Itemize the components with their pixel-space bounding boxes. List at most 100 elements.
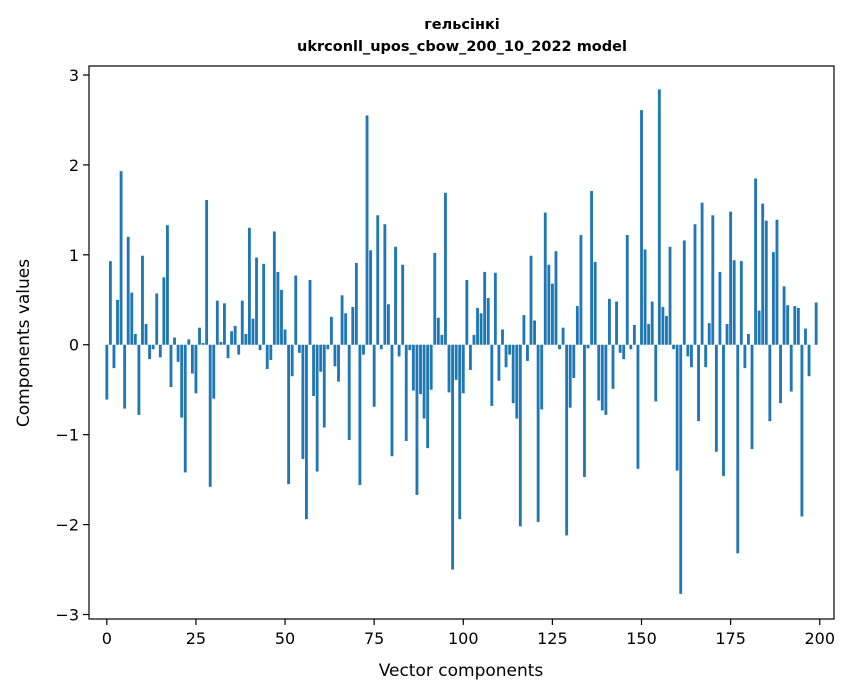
bar (155, 293, 159, 345)
bar (629, 344, 633, 350)
bar (789, 344, 793, 392)
bar (754, 178, 757, 345)
bar (796, 307, 800, 345)
bar (739, 261, 743, 345)
bar (226, 344, 230, 359)
bar (597, 344, 601, 401)
bar (305, 344, 308, 520)
bar (747, 333, 750, 345)
bar (686, 344, 690, 357)
bar (401, 264, 405, 345)
y-tick-label: 1 (69, 246, 79, 265)
bar (240, 300, 244, 345)
y-tick-label: −1 (55, 426, 79, 445)
bar (757, 310, 761, 345)
y-tick-label: 3 (69, 66, 79, 85)
bar (447, 344, 451, 393)
x-tick-label: 75 (364, 629, 384, 648)
bar (244, 333, 248, 345)
bar (365, 115, 369, 345)
bar (640, 110, 643, 345)
bar (247, 227, 251, 345)
bar (586, 344, 590, 349)
bar (419, 344, 422, 395)
bar (679, 344, 683, 594)
bar (565, 344, 569, 536)
bar (632, 324, 636, 345)
bar (493, 272, 497, 345)
bar (697, 344, 700, 422)
bar (387, 304, 390, 345)
bar (615, 301, 618, 345)
bar (540, 344, 544, 410)
bar (383, 224, 387, 345)
bar (672, 344, 676, 350)
bar (725, 324, 729, 345)
bar (444, 192, 447, 345)
bar (689, 344, 693, 368)
bar (344, 313, 348, 345)
bar (590, 190, 594, 345)
bar (183, 344, 187, 473)
bar (515, 344, 519, 419)
bar (119, 171, 123, 345)
y-tick-label: 2 (69, 156, 79, 175)
bar (736, 344, 740, 554)
bar (771, 252, 775, 345)
bar (190, 344, 194, 374)
x-tick-label: 0 (102, 629, 112, 648)
bar (315, 344, 319, 472)
bar (750, 344, 754, 450)
bar (522, 315, 526, 345)
y-ticks-group: −3 −2 −1 0 1 2 3 (55, 66, 89, 625)
bar (454, 344, 458, 380)
bar (536, 344, 540, 522)
bar (333, 344, 337, 367)
bar (490, 344, 494, 406)
bar (714, 344, 718, 452)
bar (340, 295, 344, 345)
bar (657, 89, 661, 345)
bar (436, 317, 440, 345)
bar (526, 344, 529, 361)
bar (433, 253, 437, 345)
bar (394, 246, 397, 345)
bar (693, 224, 697, 345)
bar (511, 344, 515, 404)
y-tick-label: −3 (55, 606, 79, 625)
bar (126, 236, 130, 345)
bar (166, 225, 169, 345)
bar (187, 339, 191, 345)
bar (604, 344, 608, 415)
bar (625, 235, 629, 345)
bar (116, 299, 119, 345)
bar (458, 344, 462, 520)
bar (208, 344, 212, 487)
bar (529, 255, 533, 345)
bar (533, 320, 536, 345)
bar (483, 271, 487, 345)
bar (105, 344, 109, 400)
bar (465, 280, 469, 345)
bar (508, 344, 512, 355)
bar (312, 344, 315, 396)
bar (782, 286, 786, 345)
bar (718, 271, 722, 345)
bar (472, 334, 476, 345)
bar (647, 324, 651, 345)
bar (376, 215, 380, 345)
bar (622, 344, 626, 360)
bar (729, 211, 733, 345)
bar (682, 240, 686, 345)
bar (276, 271, 280, 345)
x-tick-label: 50 (275, 629, 295, 648)
bar (422, 344, 426, 419)
bar (162, 277, 166, 345)
bar (130, 292, 134, 345)
y-axis-label: Components values (14, 259, 34, 427)
bar (504, 344, 508, 368)
bar (775, 219, 779, 345)
bar (151, 344, 155, 350)
bar (807, 344, 811, 377)
bar (369, 250, 373, 345)
